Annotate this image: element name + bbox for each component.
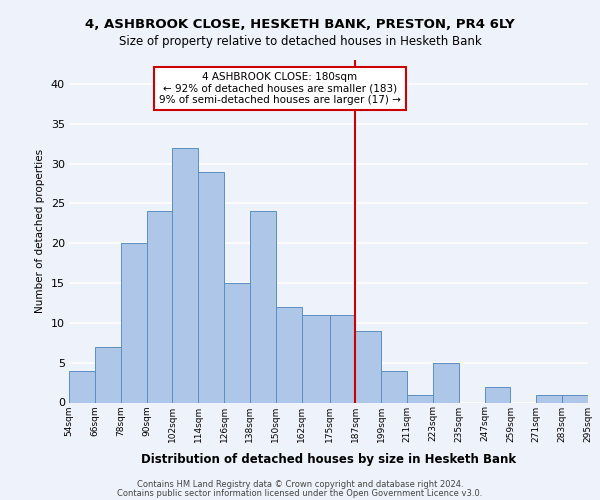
Text: 4, ASHBROOK CLOSE, HESKETH BANK, PRESTON, PR4 6LY: 4, ASHBROOK CLOSE, HESKETH BANK, PRESTON…: [85, 18, 515, 30]
Bar: [329, 315, 355, 402]
Bar: [250, 212, 276, 402]
Bar: [224, 283, 250, 403]
Text: 4 ASHBROOK CLOSE: 180sqm
← 92% of detached houses are smaller (183)
9% of semi-d: 4 ASHBROOK CLOSE: 180sqm ← 92% of detach…: [159, 72, 401, 105]
Bar: [121, 243, 146, 402]
Bar: [69, 370, 95, 402]
X-axis label: Distribution of detached houses by size in Hesketh Bank: Distribution of detached houses by size …: [141, 453, 516, 466]
Bar: [146, 212, 172, 402]
Bar: [276, 307, 302, 402]
Bar: [302, 315, 329, 402]
Bar: [433, 362, 459, 403]
Bar: [407, 394, 433, 402]
Bar: [172, 148, 198, 402]
Bar: [95, 346, 121, 403]
Text: Contains HM Land Registry data © Crown copyright and database right 2024.: Contains HM Land Registry data © Crown c…: [137, 480, 463, 489]
Y-axis label: Number of detached properties: Number of detached properties: [35, 149, 45, 314]
Bar: [198, 172, 224, 402]
Text: Contains public sector information licensed under the Open Government Licence v3: Contains public sector information licen…: [118, 489, 482, 498]
Bar: [562, 394, 588, 402]
Text: Size of property relative to detached houses in Hesketh Bank: Size of property relative to detached ho…: [119, 35, 481, 48]
Bar: [381, 370, 407, 402]
Bar: [485, 386, 511, 402]
Bar: [355, 331, 381, 402]
Bar: [536, 394, 562, 402]
